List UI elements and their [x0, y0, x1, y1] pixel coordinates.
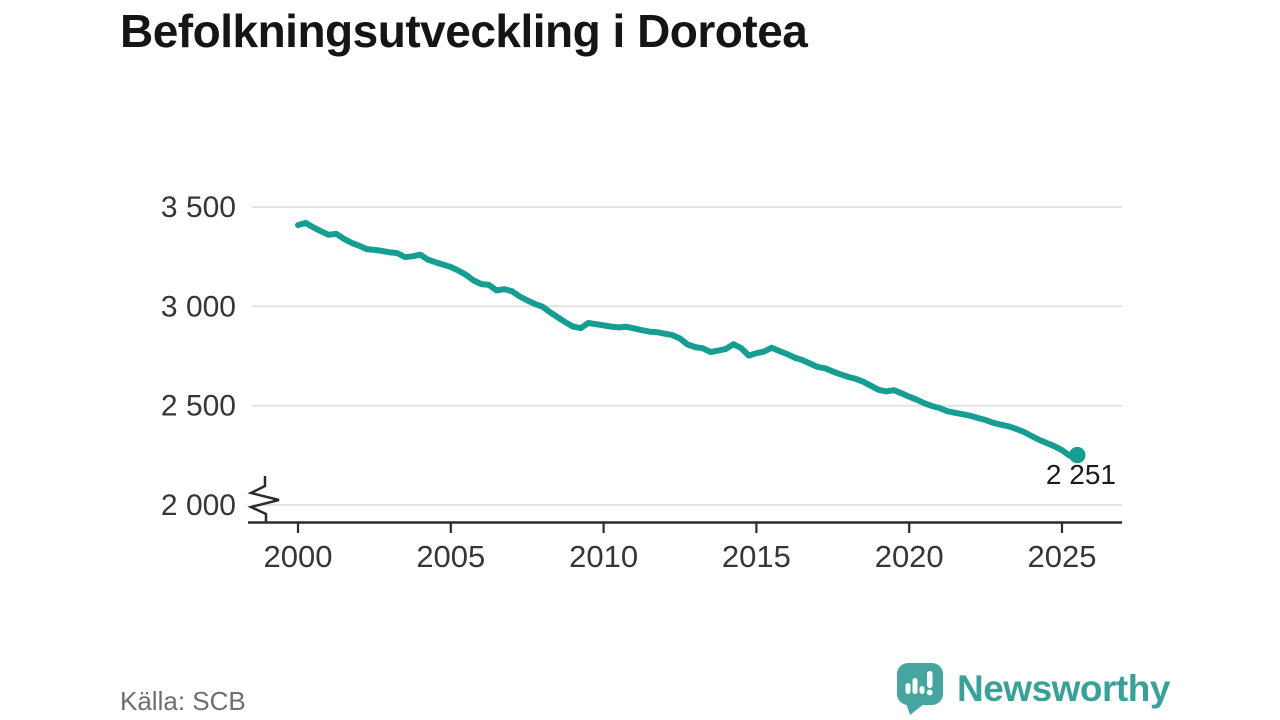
end-point-marker [1069, 446, 1086, 464]
x-tick-label: 2015 [722, 539, 791, 574]
page-title: Befolkningsutveckling i Dorotea [120, 5, 808, 57]
x-tick-label: 2000 [264, 539, 333, 574]
x-tick-label: 2005 [416, 539, 485, 574]
y-tick-label: 2 500 [161, 390, 236, 423]
y-tick-label: 2 000 [161, 489, 236, 522]
axis-break-icon [247, 476, 280, 522]
x-tick-label: 2010 [569, 539, 638, 574]
population-line [295, 219, 1081, 459]
newsworthy-wordmark: Newsworthy [957, 668, 1170, 709]
x-tick-label: 2025 [1028, 539, 1097, 574]
newsworthy-logo: Newsworthy [896, 662, 1170, 720]
source-note: Källa: SCB [120, 686, 246, 716]
x-tick-label: 2020 [875, 539, 944, 574]
y-tick-label: 3 000 [161, 290, 236, 323]
end-value-label: 2 251 [1045, 459, 1116, 490]
y-tick-label: 3 500 [161, 191, 236, 224]
newsworthy-chart-bubble-icon [897, 663, 943, 715]
